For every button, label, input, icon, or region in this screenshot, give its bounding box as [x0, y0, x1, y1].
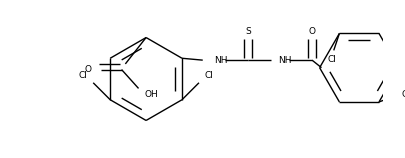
Text: O: O	[308, 27, 315, 36]
Text: NH: NH	[213, 56, 227, 65]
Text: Cl: Cl	[204, 71, 213, 80]
Text: S: S	[245, 27, 250, 36]
Text: OH: OH	[144, 90, 158, 99]
Text: O: O	[84, 65, 91, 74]
Text: Cl: Cl	[401, 90, 405, 99]
Text: Cl: Cl	[326, 55, 335, 64]
Text: NH: NH	[277, 56, 291, 65]
Text: Cl: Cl	[79, 71, 87, 80]
